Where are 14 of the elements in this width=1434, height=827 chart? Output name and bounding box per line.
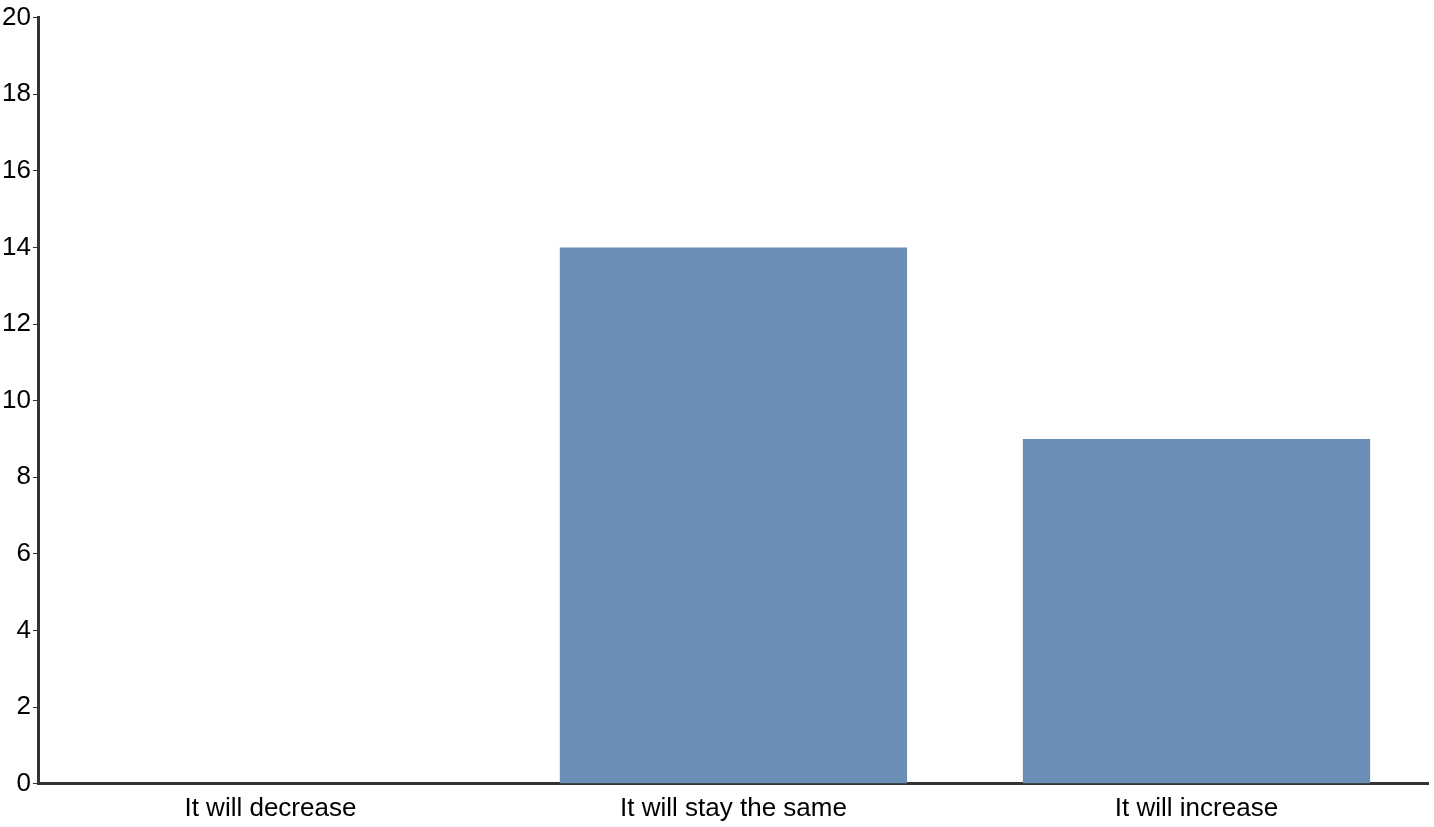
y-tick-label: 12 — [2, 307, 31, 338]
y-tick-label: 10 — [2, 383, 31, 414]
y-tick-label: 0 — [16, 766, 31, 797]
x-tick-label: It will decrease — [184, 791, 357, 822]
y-tick-label: 4 — [16, 613, 31, 644]
x-tick-label: It will stay the same — [620, 791, 847, 822]
y-tick-label: 18 — [2, 77, 31, 108]
y-tick-label: 6 — [16, 537, 31, 568]
y-tick-label: 2 — [16, 690, 31, 721]
y-tick-label: 16 — [2, 154, 31, 185]
y-tick-label: 14 — [2, 230, 31, 261]
y-tick-label: 20 — [2, 0, 31, 31]
x-tick-label: It will increase — [1114, 791, 1279, 822]
y-tick-label: 8 — [16, 460, 31, 491]
